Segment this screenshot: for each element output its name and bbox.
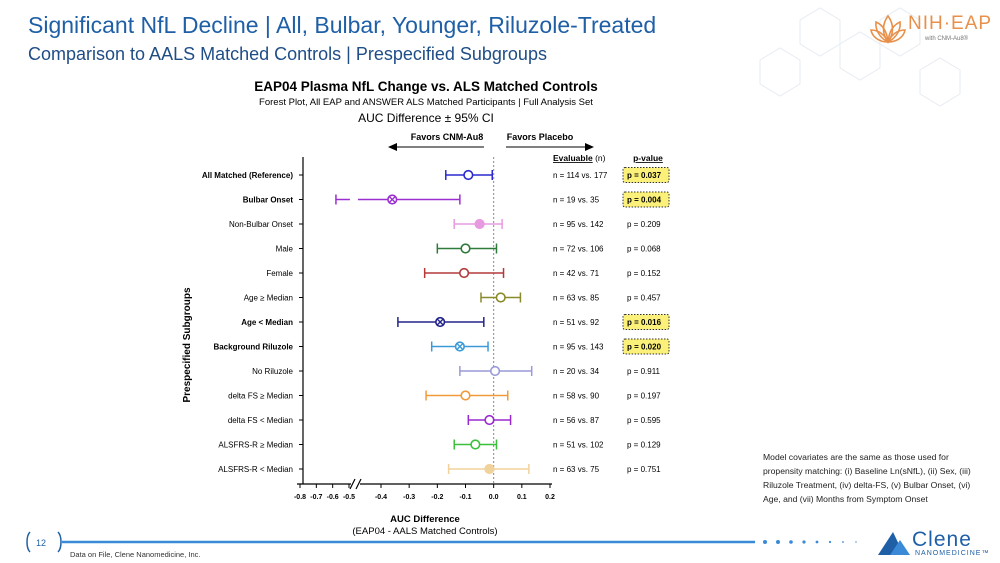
subgroup-label: delta FS < Median xyxy=(228,416,293,425)
source-note: Data on File, Clene Nanomedicine, Inc. xyxy=(70,550,201,559)
point-estimate-cross xyxy=(436,318,444,326)
favors-right-label: Favors Placebo xyxy=(507,132,574,142)
evaluable-header: Evaluable (n) xyxy=(553,153,606,163)
plot-subtitle-ci: AUC Difference ± 95% CI xyxy=(358,111,494,125)
slide-subtitle: Comparison to AALS Matched Controls | Pr… xyxy=(28,44,547,64)
point-estimate-cross xyxy=(388,196,396,203)
x-tick-label: 0.0 xyxy=(489,494,499,501)
favors-left-arrowhead xyxy=(388,143,397,151)
point-estimate xyxy=(460,390,471,401)
x-tick-label: -0.5 xyxy=(343,494,355,501)
subgroup-label: Age ≥ Median xyxy=(244,294,293,303)
plot-subtitle: Forest Plot, All EAP and ANSWER ALS Matc… xyxy=(259,97,593,108)
x-tick-label: 0.1 xyxy=(517,494,527,501)
nih-eap-logo-subtext: with CNM-Au8® xyxy=(925,36,969,42)
point-estimate xyxy=(495,292,506,303)
p-value: p = 0.152 xyxy=(627,269,661,278)
lotus-icon xyxy=(870,14,906,44)
favors-left-label: Favors CNM-Au8 xyxy=(411,132,484,142)
subgroup-label: ALSFRS-R < Median xyxy=(218,465,293,474)
point-estimate xyxy=(460,243,471,254)
subgroup-label: Male xyxy=(276,245,294,254)
x-axis-label: AUC Difference xyxy=(390,514,460,525)
p-value: p = 0.004 xyxy=(627,196,662,205)
p-value: p = 0.129 xyxy=(627,441,661,450)
slide-title: Significant NfL Decline | All, Bulbar, Y… xyxy=(28,12,657,38)
subgroup-label: Non-Bulbar Onset xyxy=(229,220,294,229)
evaluable-n: n = 63 vs. 75 xyxy=(553,465,600,474)
subgroup-label: Female xyxy=(266,269,293,278)
evaluable-n: n = 20 vs. 34 xyxy=(553,367,600,376)
axis-break-mark xyxy=(355,478,362,490)
nih-eap-logo xyxy=(870,10,995,50)
subgroup-label: ALSFRS-R ≥ Median xyxy=(218,441,293,450)
hexagon-background xyxy=(759,7,961,107)
p-value: p = 0.595 xyxy=(627,416,661,425)
evaluable-n: n = 19 vs. 35 xyxy=(553,196,600,205)
p-value: p = 0.068 xyxy=(627,245,661,254)
evaluable-n: n = 72 vs. 106 xyxy=(553,245,604,254)
x-tick-label: -0.2 xyxy=(431,494,443,501)
point-estimate xyxy=(470,439,481,450)
pvalue-header: p-value xyxy=(633,153,663,163)
evaluable-n: n = 51 vs. 92 xyxy=(553,318,600,327)
subgroup-label: Background Riluzole xyxy=(213,343,293,352)
evaluable-n: n = 58 vs. 90 xyxy=(553,392,600,401)
clene-logo-subtext: NANOMEDICINE™ xyxy=(915,550,990,557)
point-estimate xyxy=(489,365,501,377)
point-estimate-cross xyxy=(456,343,464,350)
evaluable-n: n = 95 vs. 143 xyxy=(553,343,604,352)
x-tick-label: -0.1 xyxy=(459,494,471,501)
x-tick-label: -0.6 xyxy=(327,494,339,501)
p-value: p = 0.911 xyxy=(627,367,661,376)
x-axis-label-2: (EAP04 - AALS Matched Controls) xyxy=(352,526,497,537)
p-value: p = 0.457 xyxy=(627,294,661,303)
p-value: p = 0.209 xyxy=(627,220,661,229)
y-axis-label: Prespecified Subgroups xyxy=(182,287,193,402)
plot-title: EAP04 Plasma NfL Change vs. ALS Matched … xyxy=(254,79,598,94)
point-estimate xyxy=(458,267,470,279)
favors-right-arrowhead xyxy=(585,143,594,151)
page-number: 12 xyxy=(36,538,47,548)
axis-break-mark xyxy=(349,478,356,490)
evaluable-n: n = 56 vs. 87 xyxy=(553,416,600,425)
x-tick-label: -0.7 xyxy=(310,494,322,501)
subgroup-label: Age < Median xyxy=(241,318,293,327)
evaluable-n: n = 51 vs. 102 xyxy=(553,441,604,450)
p-value: p = 0.197 xyxy=(627,392,661,401)
nih-eap-logo-text: NIH·EAP xyxy=(908,13,993,34)
bottom-bar xyxy=(26,531,910,555)
evaluable-n: n = 114 vs. 177 xyxy=(553,171,608,180)
subgroup-label: All Matched (Reference) xyxy=(202,171,293,180)
x-tick-label: -0.4 xyxy=(375,494,387,501)
x-tick-label: 0.2 xyxy=(545,494,555,501)
significance-highlight xyxy=(622,314,670,330)
p-value: p = 0.020 xyxy=(627,343,662,352)
significance-highlight xyxy=(622,338,670,355)
subgroup-label: delta FS ≥ Median xyxy=(228,392,293,401)
subgroup-label: No Riluzole xyxy=(252,367,293,376)
x-tick-label: -0.8 xyxy=(294,494,306,501)
evaluable-n: n = 42 vs. 71 xyxy=(553,269,600,278)
x-tick-label: -0.3 xyxy=(403,494,415,501)
point-estimate xyxy=(484,414,495,426)
significance-highlight xyxy=(622,191,670,208)
evaluable-n: n = 63 vs. 85 xyxy=(553,294,600,303)
covariates-footnote: Model covariates are the same as those u… xyxy=(763,452,971,504)
clene-mountain-icon xyxy=(878,532,910,555)
p-value: p = 0.751 xyxy=(627,465,661,474)
p-value: p = 0.037 xyxy=(627,171,662,180)
p-value: p = 0.016 xyxy=(627,318,662,327)
subgroup-label: Bulbar Onset xyxy=(243,196,294,205)
point-estimate xyxy=(474,218,485,230)
clene-logo-text: Clene xyxy=(912,528,972,551)
point-estimate xyxy=(484,463,495,475)
evaluable-n: n = 95 vs. 142 xyxy=(553,220,604,229)
point-estimate xyxy=(463,169,474,181)
significance-highlight xyxy=(622,167,670,183)
